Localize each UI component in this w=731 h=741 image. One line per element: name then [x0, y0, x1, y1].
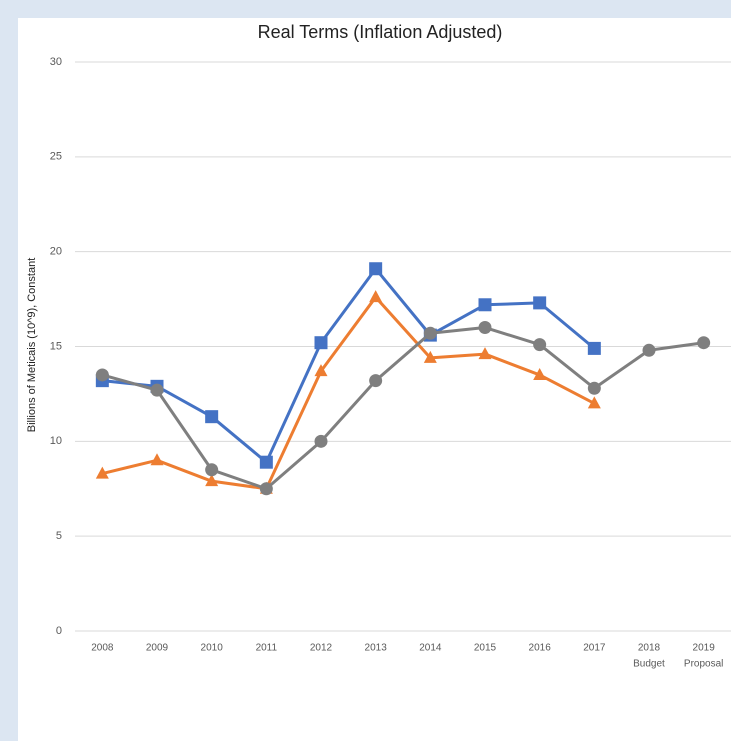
- marker: [150, 453, 164, 466]
- marker: [150, 383, 164, 397]
- marker: [95, 368, 109, 382]
- x-tick-label: 2014: [419, 643, 442, 654]
- marker: [533, 338, 547, 352]
- marker: [314, 364, 328, 377]
- x-tick-label: 2016: [529, 643, 552, 654]
- y-tick-label: 20: [50, 246, 62, 258]
- y-tick-label: 25: [50, 151, 62, 163]
- y-tick-label: 10: [50, 435, 62, 447]
- x-tick-label: 2009: [146, 643, 169, 654]
- marker: [369, 374, 383, 388]
- marker: [642, 343, 656, 357]
- marker: [259, 455, 273, 469]
- marker: [205, 474, 219, 487]
- x-tick-label: 2017: [583, 643, 606, 654]
- x-tick-label: 2018: [638, 643, 661, 654]
- x-tick-label: 2012: [310, 643, 333, 654]
- x-tick-label: 2008: [91, 643, 114, 654]
- series-line: [101, 326, 704, 491]
- x-tick-label: 2015: [474, 643, 497, 654]
- marker: [533, 367, 547, 380]
- y-tick-label: 0: [56, 625, 62, 637]
- marker: [587, 381, 601, 395]
- marker: [533, 296, 547, 310]
- marker: [369, 290, 383, 303]
- y-tick-label: 15: [50, 340, 62, 352]
- marker: [478, 321, 492, 335]
- marker: [423, 326, 437, 340]
- y-axis-title: Billions of Meticais (10^9), Constant: [26, 258, 38, 433]
- marker: [478, 298, 492, 312]
- marker: [314, 434, 328, 448]
- marker: [259, 482, 273, 496]
- x-tick-label: 2019: [693, 643, 716, 654]
- marker: [587, 341, 601, 355]
- marker: [423, 350, 437, 363]
- series-line: [102, 267, 596, 464]
- x-tick-label: 2011: [256, 643, 278, 654]
- x-tick-sublabel: Budget: [633, 659, 665, 670]
- y-tick-label: 5: [56, 530, 62, 542]
- marker: [205, 410, 219, 424]
- marker: [95, 466, 109, 479]
- marker: [697, 336, 711, 350]
- marker: [478, 347, 492, 360]
- y-tick-label: 30: [50, 56, 62, 68]
- marker: [205, 463, 219, 477]
- x-tick-label: 2010: [201, 643, 224, 654]
- series-line: [101, 295, 596, 491]
- x-tick-label: 2013: [365, 643, 388, 654]
- chart-title: Real Terms (Inflation Adjusted): [258, 22, 503, 42]
- marker: [314, 336, 328, 350]
- marker: [369, 262, 383, 276]
- marker: [587, 396, 601, 409]
- x-tick-sublabel: Proposal: [684, 659, 723, 670]
